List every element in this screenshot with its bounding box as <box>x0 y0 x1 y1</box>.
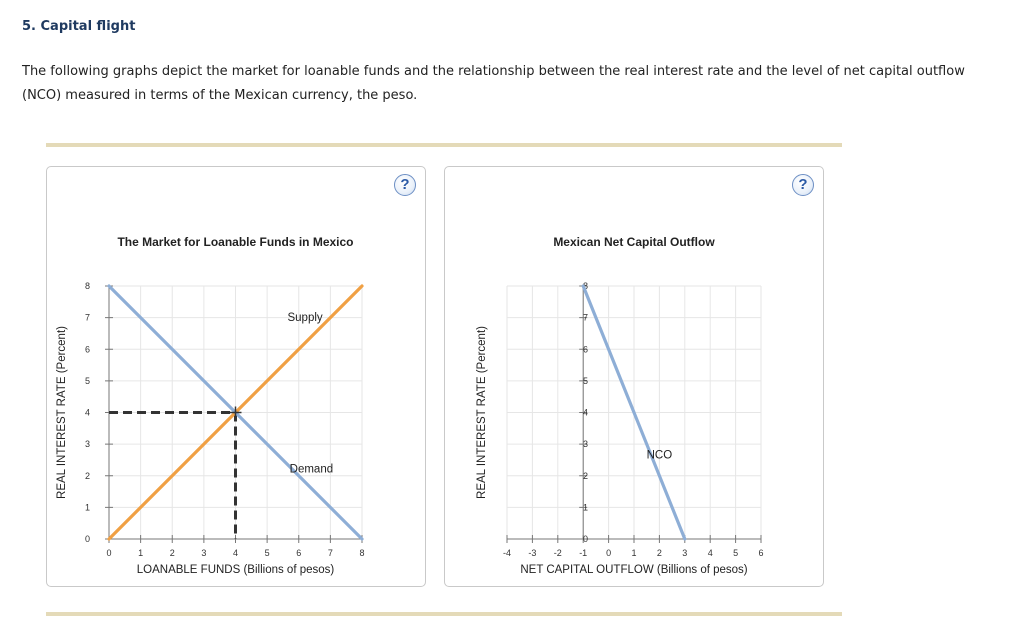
y-tick-label: 0 <box>85 534 90 544</box>
loanable-funds-chart: The Market for Loanable Funds in Mexico 0… <box>56 235 365 576</box>
x-tick-label: -1 <box>579 548 587 558</box>
x-tick-label: -2 <box>554 548 562 558</box>
x-tick-label: 2 <box>170 548 175 558</box>
x-tick-label: 8 <box>359 548 364 558</box>
y-tick-label: 6 <box>583 344 588 354</box>
supply-curve-label: Supply <box>287 312 322 324</box>
x-tick-label: 7 <box>328 548 333 558</box>
x-tick-label: 2 <box>657 548 662 558</box>
x-axis-title: NET CAPITAL OUTFLOW (Billions of pesos) <box>520 564 747 576</box>
x-tick-label: 0 <box>606 548 611 558</box>
x-tick-label: 1 <box>631 548 636 558</box>
x-tick-label: -3 <box>528 548 536 558</box>
divider-bottom <box>46 612 842 616</box>
question-heading: 5. Capital flight <box>22 19 136 34</box>
x-axis-title: LOANABLE FUNDS (Billions of pesos) <box>137 564 335 576</box>
y-tick-label: 8 <box>583 281 588 291</box>
demand-curve-label: Demand <box>290 464 333 476</box>
y-tick-label: 6 <box>85 344 90 354</box>
nco-curve-label: NCO <box>647 449 673 461</box>
chart-title: Mexican Net Capital Outflow <box>553 235 715 249</box>
help-button-nco[interactable]: ? <box>792 174 814 196</box>
y-tick-label: 2 <box>85 471 90 481</box>
nco-chart: Mexican Net Capital Outflow -4 -3 -2 -1 0 1 2 3 4… <box>476 235 764 576</box>
y-tick-label: 1 <box>85 502 90 512</box>
x-tick-label: 4 <box>708 548 713 558</box>
y-tick-label: 3 <box>85 439 90 449</box>
x-tick-label: -4 <box>503 548 511 558</box>
help-button-loanable-funds[interactable]: ? <box>394 174 416 196</box>
x-tick-label: 5 <box>733 548 738 558</box>
y-tick-label: 0 <box>583 534 588 544</box>
question-intro: The following graphs depict the market f… <box>22 64 965 103</box>
x-tick-label: 1 <box>138 548 143 558</box>
y-axis-title: REAL INTEREST RATE (Percent) <box>476 326 488 499</box>
x-tick-label: 6 <box>758 548 763 558</box>
y-tick-label: 4 <box>85 408 90 418</box>
x-tick-label: 3 <box>682 548 687 558</box>
y-tick-label: 4 <box>583 408 588 418</box>
y-tick-label: 5 <box>85 376 90 386</box>
y-tick-label: 1 <box>583 502 588 512</box>
y-tick-label: 7 <box>85 313 90 323</box>
x-tick-label: 4 <box>233 548 238 558</box>
x-tick-label: 5 <box>265 548 270 558</box>
nco-panel: ? Mexican Net Capital Outflow -4 -3 -2 -1 0 1 2… <box>444 166 824 587</box>
y-tick-label: 7 <box>583 313 588 323</box>
x-tick-label: 3 <box>201 548 206 558</box>
chart-title: The Market for Loanable Funds in Mexico <box>117 235 353 249</box>
y-tick-label: 3 <box>583 439 588 449</box>
x-tick-label: 6 <box>296 548 301 558</box>
y-tick-label: 8 <box>85 281 90 291</box>
y-tick-label: 5 <box>583 376 588 386</box>
nco-curve <box>581 284 687 541</box>
divider-top <box>46 143 842 147</box>
x-tick-label: 0 <box>106 548 111 558</box>
y-tick-label: 2 <box>583 471 588 481</box>
y-axis-title: REAL INTEREST RATE (Percent) <box>56 326 68 499</box>
loanable-funds-panel: ? The Market for Loanable Funds in Mexic… <box>46 166 426 587</box>
